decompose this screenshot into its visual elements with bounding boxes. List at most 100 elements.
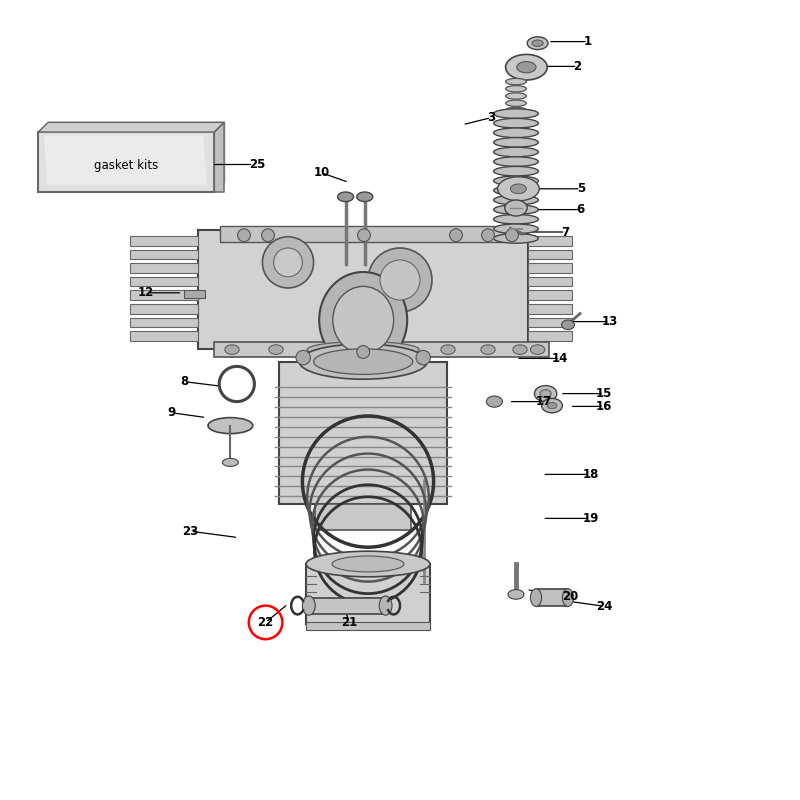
FancyBboxPatch shape (528, 318, 572, 327)
FancyBboxPatch shape (130, 290, 198, 300)
Circle shape (262, 229, 274, 242)
Text: 25: 25 (250, 158, 266, 170)
Ellipse shape (562, 320, 574, 330)
Ellipse shape (494, 205, 538, 214)
Circle shape (238, 229, 250, 242)
FancyBboxPatch shape (528, 236, 572, 246)
FancyBboxPatch shape (130, 304, 198, 314)
Circle shape (262, 237, 314, 288)
Text: 6: 6 (577, 203, 585, 216)
FancyBboxPatch shape (309, 598, 386, 614)
Circle shape (358, 229, 370, 242)
Circle shape (416, 350, 430, 365)
Ellipse shape (441, 345, 455, 354)
FancyBboxPatch shape (528, 263, 572, 273)
Text: 3: 3 (487, 111, 495, 124)
Text: 16: 16 (596, 400, 612, 413)
Ellipse shape (319, 272, 407, 368)
Ellipse shape (314, 349, 413, 374)
Ellipse shape (494, 195, 538, 205)
Ellipse shape (494, 186, 538, 195)
Ellipse shape (481, 345, 495, 354)
Ellipse shape (506, 93, 526, 99)
FancyBboxPatch shape (528, 304, 572, 314)
Ellipse shape (494, 109, 538, 118)
Text: 12: 12 (138, 286, 154, 299)
Circle shape (357, 346, 370, 358)
Ellipse shape (338, 192, 354, 202)
Circle shape (506, 229, 518, 242)
FancyBboxPatch shape (528, 277, 572, 286)
Ellipse shape (547, 402, 557, 409)
FancyBboxPatch shape (38, 132, 214, 192)
Ellipse shape (302, 596, 315, 615)
Ellipse shape (222, 458, 238, 466)
FancyBboxPatch shape (130, 318, 198, 327)
FancyBboxPatch shape (315, 504, 411, 530)
Circle shape (274, 248, 302, 277)
Text: 22: 22 (258, 616, 274, 629)
Ellipse shape (299, 344, 427, 379)
Ellipse shape (506, 54, 547, 80)
Ellipse shape (208, 418, 253, 434)
FancyBboxPatch shape (198, 230, 528, 349)
Ellipse shape (508, 590, 524, 599)
Text: 15: 15 (596, 387, 612, 400)
Circle shape (368, 248, 432, 312)
Ellipse shape (332, 556, 404, 572)
Ellipse shape (307, 342, 419, 358)
Ellipse shape (494, 214, 538, 224)
FancyBboxPatch shape (184, 290, 205, 298)
Ellipse shape (506, 107, 526, 114)
Text: 24: 24 (597, 600, 613, 613)
Ellipse shape (505, 200, 527, 216)
FancyBboxPatch shape (220, 226, 504, 242)
Ellipse shape (510, 184, 526, 194)
Ellipse shape (225, 345, 239, 354)
Circle shape (482, 229, 494, 242)
FancyBboxPatch shape (536, 589, 568, 606)
Ellipse shape (498, 177, 539, 201)
Text: 17: 17 (536, 395, 552, 408)
FancyBboxPatch shape (48, 122, 224, 182)
Text: 14: 14 (552, 352, 568, 365)
Ellipse shape (562, 589, 574, 606)
Ellipse shape (494, 224, 538, 234)
Ellipse shape (506, 100, 526, 106)
Ellipse shape (494, 138, 538, 147)
Ellipse shape (532, 40, 543, 46)
Ellipse shape (494, 166, 538, 176)
Ellipse shape (530, 345, 545, 354)
Text: 18: 18 (582, 468, 598, 481)
Polygon shape (45, 136, 206, 184)
Ellipse shape (494, 234, 538, 243)
FancyBboxPatch shape (130, 331, 198, 341)
FancyBboxPatch shape (130, 250, 198, 259)
Text: gasket kits: gasket kits (94, 159, 158, 173)
Ellipse shape (333, 286, 394, 354)
Text: 21: 21 (342, 616, 358, 629)
FancyBboxPatch shape (528, 250, 572, 259)
Ellipse shape (269, 345, 283, 354)
FancyBboxPatch shape (130, 263, 198, 273)
Ellipse shape (506, 114, 526, 121)
FancyBboxPatch shape (528, 290, 572, 300)
Ellipse shape (542, 398, 562, 413)
Ellipse shape (494, 176, 538, 186)
Ellipse shape (306, 551, 430, 577)
Ellipse shape (534, 386, 557, 402)
Ellipse shape (486, 396, 502, 407)
Ellipse shape (506, 86, 526, 92)
FancyBboxPatch shape (279, 362, 447, 504)
Circle shape (450, 229, 462, 242)
Circle shape (380, 260, 420, 300)
Ellipse shape (379, 596, 392, 615)
Ellipse shape (357, 192, 373, 202)
FancyBboxPatch shape (528, 331, 572, 341)
Text: 20: 20 (562, 590, 578, 603)
Text: 5: 5 (577, 182, 585, 195)
Ellipse shape (494, 118, 538, 128)
Ellipse shape (494, 147, 538, 157)
Text: 23: 23 (182, 525, 198, 538)
Ellipse shape (530, 589, 542, 606)
